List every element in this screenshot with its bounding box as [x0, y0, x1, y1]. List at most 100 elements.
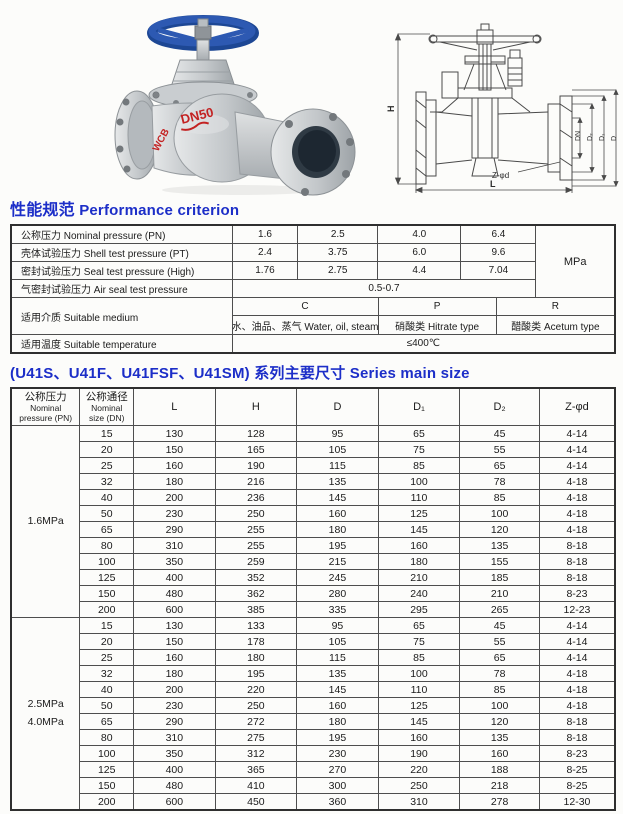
size-value-cell: 110 — [377, 489, 461, 506]
size-value-cell: 25 — [79, 457, 135, 474]
col-header-Zd: Z-φd — [538, 387, 616, 426]
size-value-cell: 115 — [296, 457, 379, 474]
size-value-cell: 100 — [79, 745, 135, 762]
size-value-cell: 12-30 — [538, 793, 616, 811]
size-value-cell: 32 — [79, 473, 135, 490]
series-size-row: 150 480 410 300 250 218 8-25 — [11, 777, 616, 794]
size-value-cell: 20 — [79, 441, 135, 458]
size-value-cell: 265 — [459, 601, 540, 618]
size-value-cell: 95 — [296, 617, 379, 634]
size-value-cell: 100 — [377, 473, 461, 490]
row-label: 气密封试验压力 Air seal test pressure — [10, 279, 233, 298]
size-value-cell: 85 — [377, 457, 461, 474]
perf-row-air-seal: 气密封试验压力 Air seal test pressure 0.5-0.7 — [10, 279, 615, 298]
value-cell: 6.4 — [460, 224, 537, 244]
size-value-cell: 105 — [296, 633, 379, 650]
medium-type: 水、油品、蒸气 Water, oil, steam — [232, 321, 378, 333]
pressure-group-label: 2.5MPa 4.0MPa — [10, 617, 81, 811]
size-value-cell: 50 — [79, 505, 135, 522]
row-label: 公称压力 Nominal pressure (PN) — [10, 224, 233, 244]
photo-shadow — [162, 185, 318, 195]
size-value-cell: 32 — [79, 665, 135, 682]
size-value-cell: 352 — [214, 569, 298, 586]
size-value-cell: 245 — [296, 569, 379, 586]
perf-row-nominal-pressure: 公称压力 Nominal pressure (PN) 1.6 2.5 4.0 6… — [10, 224, 616, 298]
size-value-cell: 480 — [133, 585, 216, 602]
size-value-cell: 25 — [79, 649, 135, 666]
size-value-cell: 45 — [459, 425, 540, 442]
size-value-cell: 365 — [214, 761, 298, 778]
size-value-cell: 310 — [133, 729, 216, 746]
size-value-cell: 290 — [133, 713, 216, 730]
dim-label-d1: D₁ — [599, 133, 606, 141]
value-cell: 3.75 — [297, 243, 379, 262]
size-value-cell: 450 — [214, 793, 298, 811]
size-value-cell: 40 — [79, 489, 135, 506]
size-value-cell: 120 — [459, 713, 540, 730]
size-value-cell: 350 — [133, 745, 216, 762]
size-value-cell: 180 — [133, 665, 216, 682]
size-value-cell: 65 — [79, 713, 135, 730]
size-value-cell: 75 — [377, 441, 461, 458]
series-size-row: 40 200 236 145 110 85 4-18 — [11, 489, 616, 506]
performance-heading-en: Performance criterion — [79, 202, 240, 219]
size-value-cell: 180 — [133, 473, 216, 490]
size-value-cell: 255 — [214, 521, 298, 538]
size-value-cell: 4-14 — [538, 457, 616, 474]
dimension-lines — [394, 32, 619, 194]
size-value-cell: 65 — [459, 457, 540, 474]
size-value-cell: 145 — [296, 681, 379, 698]
medium-class: C — [233, 299, 378, 316]
size-value-cell: 160 — [133, 649, 216, 666]
value-cell: 4.4 — [377, 261, 462, 280]
drawing-body — [415, 71, 573, 185]
size-value-cell: 8-25 — [538, 777, 616, 794]
size-value-cell: 360 — [296, 793, 379, 811]
size-value-cell: 188 — [459, 761, 540, 778]
size-value-cell: 4-14 — [538, 617, 616, 634]
perf-row-shell-test: 壳体试验压力 Shell test pressure (PT) 2.4 3.75… — [10, 243, 615, 262]
size-value-cell: 290 — [133, 521, 216, 538]
size-value-cell: 250 — [377, 777, 461, 794]
size-value-cell: 180 — [296, 713, 379, 730]
size-value-cell: 362 — [214, 585, 298, 602]
series-size-row: 125 400 365 270 220 188 8-25 — [11, 761, 616, 778]
series-size-row: 20 150 165 105 75 55 4-14 — [11, 441, 616, 458]
size-value-cell: 4-18 — [538, 489, 616, 506]
size-value-cell: 80 — [79, 729, 135, 746]
size-value-cell: 178 — [214, 633, 298, 650]
size-value-cell: 310 — [133, 537, 216, 554]
size-value-cell: 150 — [79, 585, 135, 602]
series-header-row: 公称压力 Nominal pressure (PN) 公称通径 Nominal … — [10, 387, 616, 426]
size-value-cell: 133 — [214, 617, 298, 634]
series-size-row: 65 290 255 180 145 120 4-18 — [11, 521, 616, 538]
size-value-cell: 180 — [377, 553, 461, 570]
dim-label-h: H — [386, 106, 396, 113]
series-size-row: 150 480 362 280 240 210 8-23 — [11, 585, 616, 602]
size-value-cell: 210 — [377, 569, 461, 586]
col-header-size: 公称通径 Nominal size (DN) — [79, 387, 135, 426]
size-value-cell: 8-18 — [538, 729, 616, 746]
dim-label-l: L — [490, 179, 496, 189]
size-value-cell: 255 — [214, 537, 298, 554]
size-value-cell: 160 — [296, 697, 379, 714]
size-value-cell: 45 — [459, 617, 540, 634]
value-cell: 2.75 — [297, 261, 379, 280]
value-cell: 2.4 — [231, 243, 299, 262]
series-size-row: 50 230 250 160 125 100 4-18 — [11, 697, 616, 714]
series-size-row: 200 600 385 335 295 265 12-23 — [11, 601, 616, 618]
size-value-cell: 155 — [459, 553, 540, 570]
size-value-cell: 125 — [377, 697, 461, 714]
row-label: 密封试验压力 Seal test pressure (High) — [10, 261, 233, 280]
size-value-cell: 160 — [377, 537, 461, 554]
dim-label-z: Z-φd — [492, 171, 509, 180]
size-value-cell: 272 — [214, 713, 298, 730]
size-value-cell: 150 — [133, 441, 216, 458]
series-size-row: 2.5MPa 4.0MPa 15 130 133 95 65 45 4-14 — [10, 617, 616, 811]
col-header-D2: D₂ — [459, 387, 540, 426]
size-value-cell: 4-14 — [538, 633, 616, 650]
size-value-cell: 65 — [79, 521, 135, 538]
value-cell: 9.6 — [460, 243, 537, 262]
size-value-cell: 100 — [377, 665, 461, 682]
size-value-cell: 12-23 — [538, 601, 616, 618]
